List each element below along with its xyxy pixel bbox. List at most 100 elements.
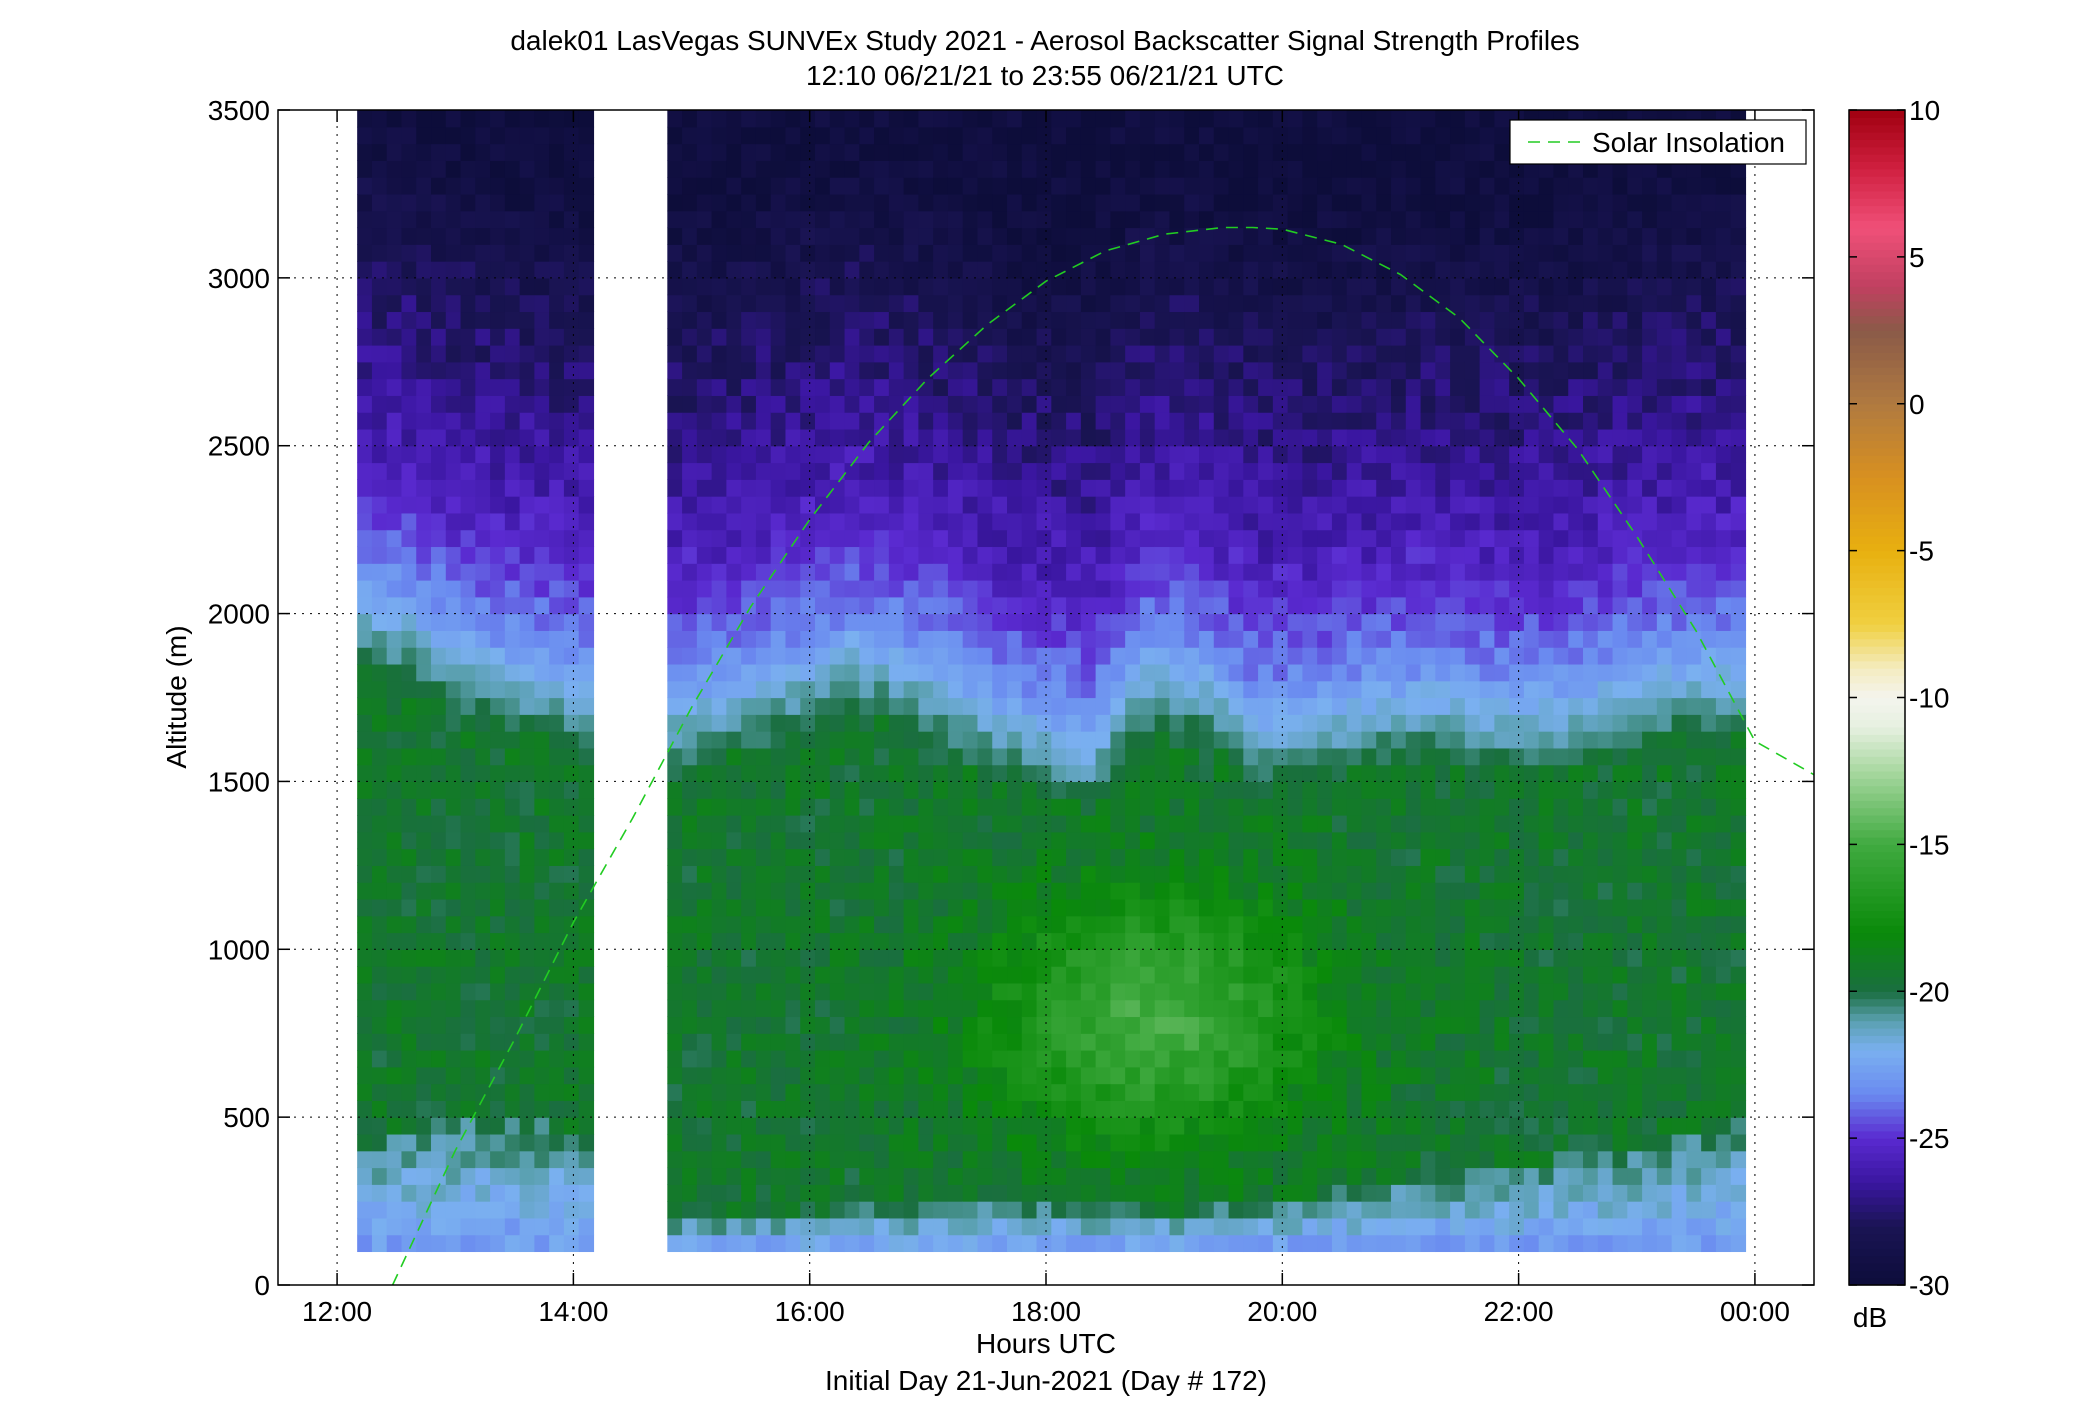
heatmap-cell — [549, 210, 565, 229]
heatmap-cell — [1154, 1016, 1171, 1034]
heatmap-cell — [357, 345, 373, 363]
heatmap-cell — [1361, 496, 1377, 514]
heatmap-cell — [1095, 261, 1111, 279]
heatmap-cell — [1184, 143, 1200, 161]
heatmap-cell — [386, 160, 403, 178]
heatmap-cell — [1450, 1150, 1466, 1169]
heatmap-cell — [563, 898, 580, 917]
heatmap-cell — [1331, 1016, 1348, 1034]
heatmap-cell — [1509, 1201, 1525, 1219]
heatmap-cell — [1080, 428, 1097, 447]
heatmap-cell — [1258, 848, 1274, 866]
heatmap-cell — [770, 462, 787, 480]
heatmap-cell — [1021, 1184, 1038, 1202]
heatmap-cell — [1199, 395, 1215, 413]
heatmap-cell — [1302, 445, 1318, 464]
heatmap-cell — [1080, 898, 1097, 917]
heatmap-cell — [829, 647, 846, 665]
heatmap-cell — [1272, 831, 1289, 850]
heatmap-cell — [1376, 496, 1392, 514]
heatmap-cell — [696, 428, 713, 447]
heatmap-cell — [519, 630, 535, 648]
heatmap-cell — [1169, 1117, 1185, 1135]
heatmap-cell — [667, 345, 683, 363]
heatmap-cell — [962, 428, 979, 447]
chart-title-line2: 12:10 06/21/21 to 23:55 06/21/21 UTC — [806, 60, 1284, 91]
heatmap-cell — [711, 479, 727, 497]
heatmap-cell — [1228, 395, 1244, 413]
heatmap-cell — [992, 1033, 1008, 1051]
heatmap-cell — [445, 580, 462, 598]
heatmap-cell — [1258, 630, 1274, 648]
heatmap-cell — [1066, 647, 1082, 665]
heatmap-cell — [1287, 143, 1303, 161]
heatmap-cell — [755, 496, 772, 514]
heatmap-cell — [1213, 126, 1230, 145]
heatmap-cell — [1169, 160, 1185, 178]
heatmap-cell — [918, 999, 934, 1018]
heatmap-cell — [785, 1016, 801, 1034]
heatmap-cell — [667, 227, 683, 245]
heatmap-cell — [1287, 294, 1303, 313]
heatmap-cell — [519, 277, 535, 296]
heatmap-cell — [1110, 445, 1126, 464]
heatmap-cell — [888, 1117, 905, 1135]
heatmap-cell — [962, 999, 979, 1018]
heatmap-cell — [1405, 932, 1422, 950]
heatmap-cell — [1036, 949, 1052, 967]
heatmap-cell — [741, 1033, 757, 1051]
heatmap-cell — [490, 345, 506, 363]
heatmap-cell — [416, 1201, 432, 1219]
heatmap-cell — [357, 1217, 373, 1236]
heatmap-cell — [1228, 831, 1244, 850]
heatmap-cell — [741, 546, 757, 564]
heatmap-cell — [519, 815, 535, 833]
heatmap-cell — [1110, 1117, 1126, 1135]
heatmap-cell — [386, 143, 403, 161]
heatmap-cell — [785, 143, 801, 161]
heatmap-cell — [785, 865, 801, 883]
heatmap-cell — [903, 479, 919, 497]
heatmap-cell — [1376, 328, 1392, 346]
heatmap-cell — [534, 294, 550, 313]
heatmap-cell — [1346, 1133, 1363, 1152]
heatmap-cell — [1213, 647, 1230, 665]
heatmap-cell — [1420, 798, 1436, 816]
heatmap-cell — [977, 1217, 993, 1236]
heatmap-cell — [859, 781, 875, 799]
heatmap-cell — [534, 1167, 550, 1185]
heatmap-cell — [519, 1234, 535, 1253]
heatmap-cell — [711, 210, 727, 229]
heatmap-cell — [1450, 428, 1466, 447]
heatmap-cell — [1243, 1033, 1259, 1051]
heatmap-cell — [1464, 663, 1481, 682]
heatmap-cell — [1139, 882, 1156, 900]
heatmap-cell — [696, 1234, 713, 1253]
heatmap-cell — [1302, 479, 1318, 497]
heatmap-cell — [1420, 596, 1436, 615]
heatmap-cell — [1376, 261, 1392, 279]
heatmap-cell — [549, 848, 565, 866]
heatmap-cell — [504, 110, 521, 128]
heatmap-cell — [859, 1167, 875, 1185]
heatmap-cell — [371, 613, 388, 631]
heatmap-cell — [696, 261, 713, 279]
heatmap-cell — [682, 193, 698, 212]
heatmap-cell — [1066, 277, 1082, 296]
heatmap-cell — [711, 1066, 727, 1085]
heatmap-cell — [1213, 697, 1230, 715]
heatmap-cell — [431, 932, 447, 950]
heatmap-cell — [371, 244, 388, 262]
heatmap-cell — [815, 1016, 831, 1034]
heatmap-cell — [504, 462, 521, 480]
heatmap-cell — [1007, 697, 1023, 715]
heatmap-cell — [1095, 966, 1111, 984]
heatmap-cell — [1376, 949, 1392, 967]
heatmap-cell — [844, 1167, 860, 1185]
heatmap-cell — [785, 277, 801, 296]
heatmap-cell — [1464, 412, 1481, 430]
heatmap-cell — [1051, 261, 1067, 279]
heatmap-cell — [1110, 193, 1126, 212]
heatmap-cell — [371, 865, 388, 883]
heatmap-cell — [1479, 496, 1495, 514]
